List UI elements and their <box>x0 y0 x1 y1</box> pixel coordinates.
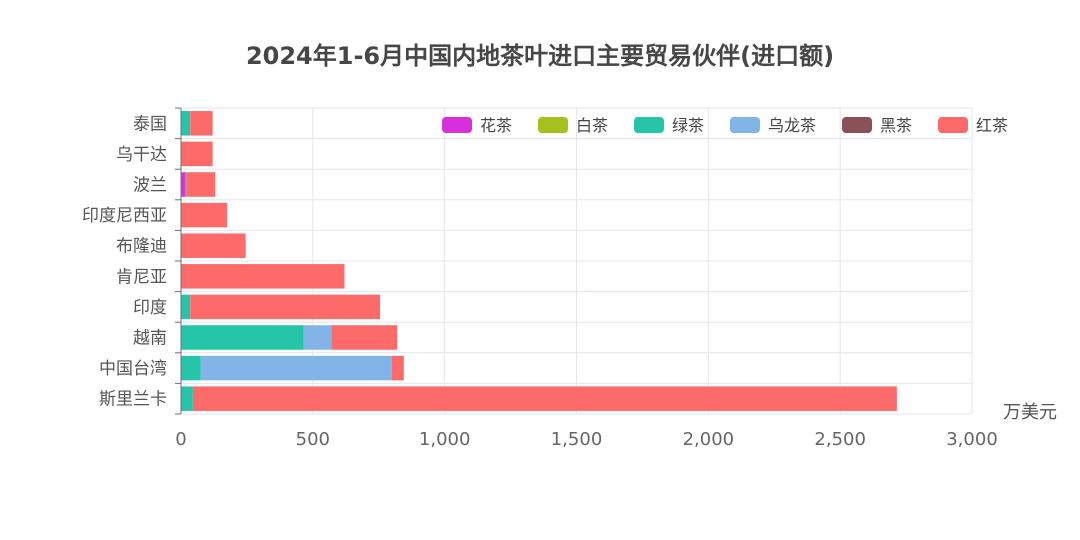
legend-label[interactable]: 黑茶 <box>880 116 912 135</box>
y-category-label: 印度尼西亚 <box>82 206 167 226</box>
legend: 花茶 白茶 绿茶 乌龙茶 黑茶 红茶 <box>442 116 1008 135</box>
y-category-label: 布隆迪 <box>116 237 167 257</box>
legend-label[interactable]: 红茶 <box>976 116 1008 135</box>
x-tick-label: 0 <box>175 429 186 450</box>
bar-segment <box>181 386 193 411</box>
bar-segment <box>303 325 332 350</box>
x-tick-label: 2,000 <box>683 429 735 450</box>
bar-segment <box>181 172 185 197</box>
bar-segment <box>181 325 304 350</box>
chart-title: 2024年1-6月中国内地茶叶进口主要贸易伙伴(进口额) <box>246 42 834 70</box>
bar-segment <box>181 355 201 381</box>
legend-label[interactable]: 乌龙茶 <box>768 116 816 135</box>
legend-swatch[interactable] <box>938 117 968 133</box>
bar-segment <box>192 386 897 411</box>
legend-label[interactable]: 花茶 <box>480 116 512 135</box>
legend-label[interactable]: 绿茶 <box>672 116 704 135</box>
legend-label[interactable]: 白茶 <box>576 116 608 135</box>
grid <box>180 107 973 415</box>
y-category-label: 斯里兰卡 <box>99 390 167 410</box>
bar-segment <box>186 172 216 197</box>
bar-segment <box>181 233 246 258</box>
bar-segment <box>184 172 187 197</box>
y-category-label: 越南 <box>133 329 167 349</box>
y-category-label: 中国台湾 <box>99 359 167 379</box>
axes: 0 500 1,000 1,500 2,000 2,500 3,000 泰国乌干达波兰印度尼西… <box>82 107 998 450</box>
y-category-label: 乌干达 <box>116 145 167 165</box>
legend-swatch[interactable] <box>538 117 568 133</box>
bars <box>181 111 897 411</box>
legend-swatch[interactable] <box>730 117 760 133</box>
bar-segment <box>181 141 213 167</box>
bar-segment <box>331 325 398 350</box>
bar-segment <box>181 294 191 320</box>
y-category-label: 波兰 <box>133 176 167 196</box>
bar-segment <box>200 355 392 381</box>
x-tick-label: 2,500 <box>814 429 866 450</box>
x-tick-label: 1,500 <box>551 429 603 450</box>
bar-segment <box>391 355 404 381</box>
bar-segment <box>190 294 381 320</box>
x-tick-label: 3,000 <box>946 429 998 450</box>
x-axis-unit-label: 万美元 <box>1003 402 1057 423</box>
x-tick-label: 1,000 <box>419 429 471 450</box>
y-category-label: 泰国 <box>133 114 167 134</box>
y-category-label: 印度 <box>133 298 167 318</box>
bar-segment <box>181 264 345 289</box>
legend-swatch[interactable] <box>442 117 472 133</box>
bar-segment <box>181 202 228 228</box>
legend-swatch[interactable] <box>634 117 664 133</box>
x-tick-label: 500 <box>296 429 330 450</box>
y-category-label: 肯尼亚 <box>116 267 167 287</box>
bar-segment <box>181 111 191 136</box>
bar-segment <box>190 111 213 136</box>
legend-swatch[interactable] <box>842 117 872 133</box>
